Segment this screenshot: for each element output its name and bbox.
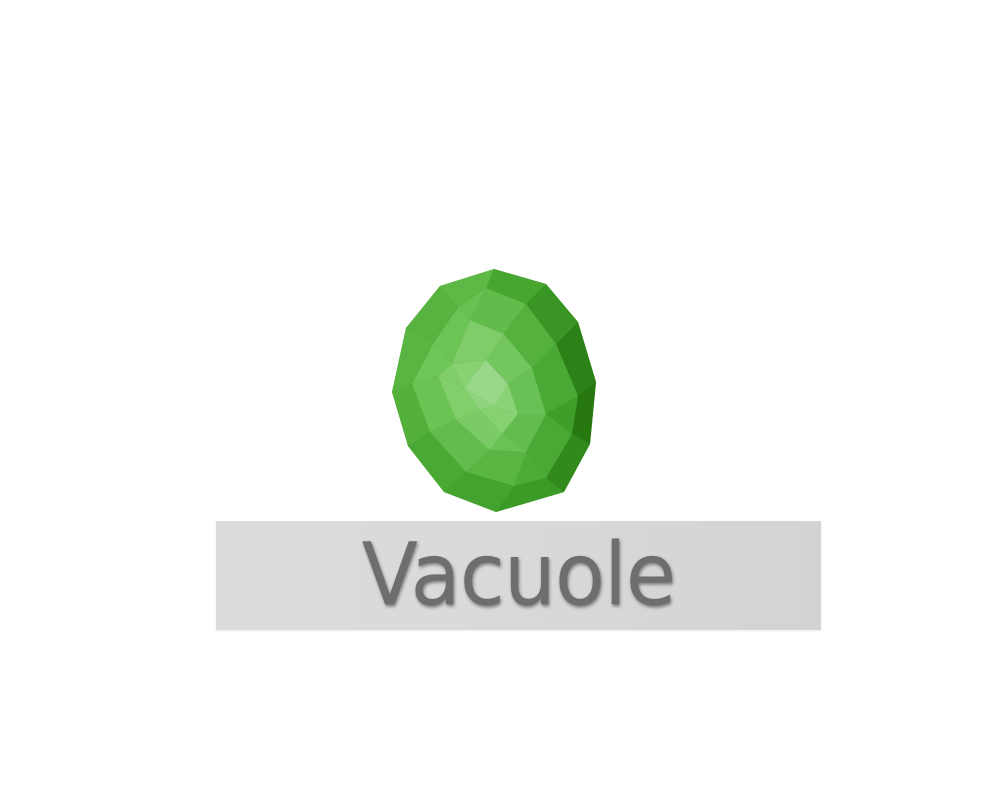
- vacuole-label: Vacuole: [361, 525, 676, 626]
- label-plate: Vacuole: [216, 521, 821, 630]
- vacuole-sphere-icon: [392, 269, 596, 512]
